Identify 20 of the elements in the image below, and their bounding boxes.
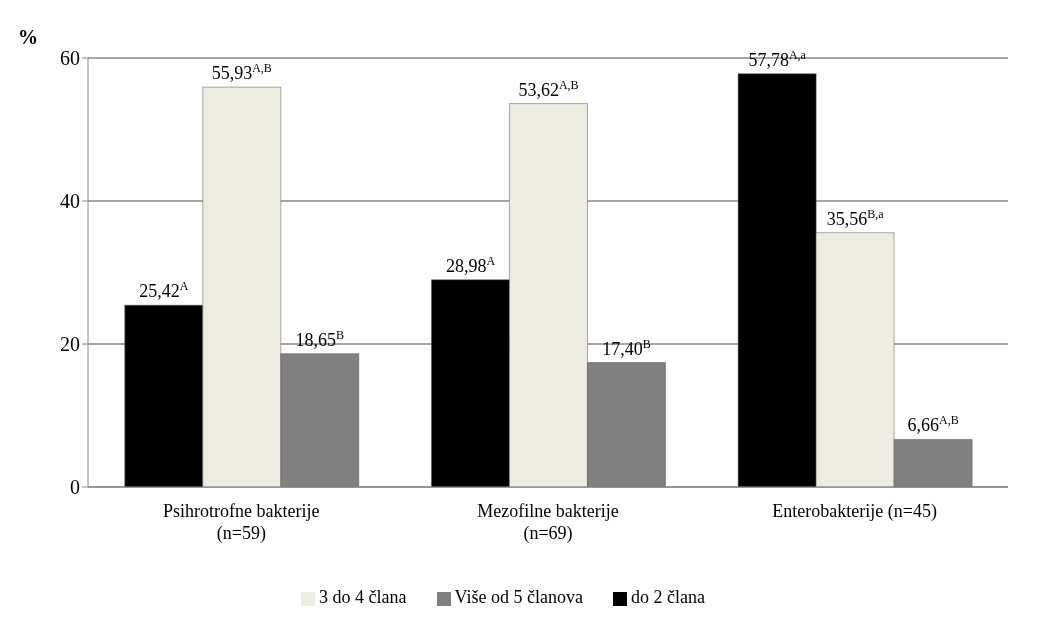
- data-label: 18,65$^{B}$: [295, 327, 345, 350]
- data-label: 35,56$^{B,a}$: [826, 206, 885, 229]
- y-axis-title: %: [18, 26, 38, 49]
- legend-label: 3 do 4 člana: [319, 587, 407, 607]
- data-label: 6,66$^{A,B}$: [907, 413, 959, 436]
- legend-label: Više od 5 članova: [454, 587, 583, 607]
- x-tick-label: Enterobakterije (n=45): [772, 501, 937, 522]
- data-label: 53,62$^{A,B}$: [518, 77, 579, 100]
- data-label: 57,78$^{A,a}$: [748, 47, 807, 70]
- data-label: 17,40$^{B}$: [602, 336, 651, 359]
- data-label: 25,42$^{A}$: [139, 279, 189, 302]
- y-tick-label: 20: [60, 333, 80, 356]
- y-tick-label: 0: [70, 476, 80, 499]
- legend-label: do 2 člana: [630, 587, 705, 607]
- data-label: 28,98$^{A}$: [445, 253, 496, 276]
- x-tick-label: Psihrotrofne bakterije (n=59): [163, 501, 320, 544]
- y-tick-label: 40: [60, 190, 80, 213]
- y-tick-label: 60: [60, 47, 80, 70]
- x-tick-label: Mezofilne bakterije (n=69): [477, 501, 619, 544]
- data-label: 55,93$^{A,B}$: [211, 61, 272, 84]
